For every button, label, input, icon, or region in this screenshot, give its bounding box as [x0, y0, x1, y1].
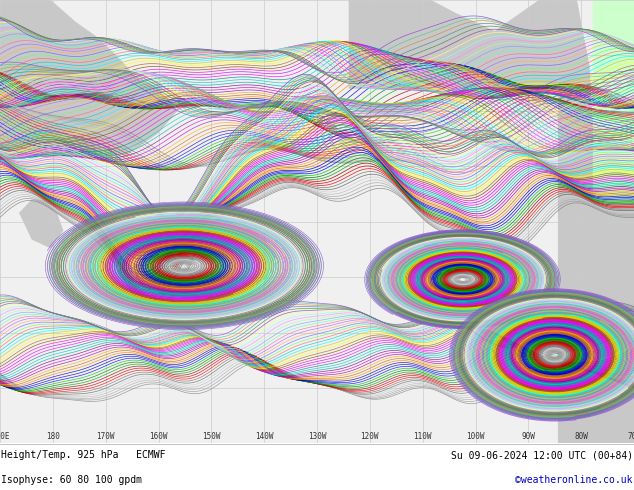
Polygon shape	[349, 0, 558, 89]
Text: Su 09-06-2024 12:00 UTC (00+84): Su 09-06-2024 12:00 UTC (00+84)	[451, 450, 633, 461]
Polygon shape	[0, 0, 178, 155]
Text: 180: 180	[46, 432, 60, 441]
Text: 170W: 170W	[96, 432, 115, 441]
Text: 70W: 70W	[627, 432, 634, 441]
Text: Isophyse: 60 80 100 gpdm: Isophyse: 60 80 100 gpdm	[1, 475, 142, 485]
Text: 80W: 80W	[574, 432, 588, 441]
Text: Height/Temp. 925 hPa   ECMWF: Height/Temp. 925 hPa ECMWF	[1, 450, 165, 461]
Text: 160W: 160W	[149, 432, 168, 441]
Polygon shape	[558, 0, 634, 443]
Text: 170E: 170E	[0, 432, 10, 441]
Text: 100W: 100W	[466, 432, 485, 441]
Text: 130W: 130W	[307, 432, 327, 441]
Text: 140W: 140W	[255, 432, 273, 441]
Text: 90W: 90W	[521, 432, 535, 441]
Text: 110W: 110W	[413, 432, 432, 441]
Bar	[593, 0, 634, 443]
Text: 120W: 120W	[361, 432, 379, 441]
Text: ©weatheronline.co.uk: ©weatheronline.co.uk	[515, 475, 633, 485]
Text: 150W: 150W	[202, 432, 221, 441]
Polygon shape	[19, 199, 63, 248]
